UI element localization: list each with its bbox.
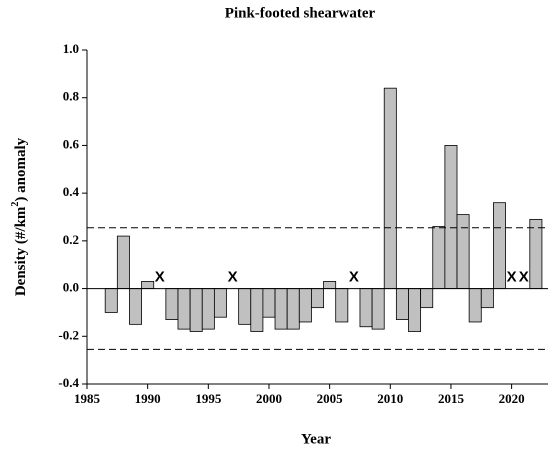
bar [529,218,543,289]
y-tick-label: -0.2 [58,327,79,342]
bar [480,288,494,309]
missing-marker: X [228,269,238,286]
missing-marker: X [155,269,165,286]
x-tick-label: 2010 [377,391,403,406]
bar [189,288,203,332]
bar [250,288,264,332]
x-tick-label: 2005 [317,391,344,406]
x-tick-label: 1995 [195,391,222,406]
x-tick-label: 2000 [256,391,282,406]
chart-title: Pink-footed shearwater [225,5,376,21]
bar [116,235,130,289]
bar [104,288,118,313]
missing-marker: X [519,269,529,286]
bar [323,281,337,289]
bar [371,288,385,330]
bar [286,288,300,330]
y-tick-label: -0.4 [58,375,79,390]
bar [311,288,324,309]
bar [201,288,215,330]
bar [298,288,312,323]
bar [213,288,227,318]
bar [420,288,434,309]
bar [335,288,349,323]
y-tick-label: 0.4 [63,184,80,199]
y-tick-label: 1.0 [63,41,79,56]
x-axis-label: Year [301,431,331,447]
bar [444,145,458,289]
bar [456,214,470,289]
y-tick-label: 0.2 [63,232,79,247]
bar [262,288,276,318]
y-tick-label: 0.8 [63,89,80,104]
x-tick-label: 2020 [499,391,525,406]
y-label-part: ) anomaly [13,137,29,201]
bar [141,281,155,289]
missing-marker: X [349,269,359,286]
y-axis-label: Density (#/km2) anomaly [10,137,29,296]
bar [177,288,191,330]
x-tick-label: 2015 [438,391,465,406]
bar [129,288,142,325]
bar [383,87,397,289]
bar [408,288,422,332]
bar [468,288,482,323]
y-label-sup: 2 [10,202,21,207]
y-tick-label: 0.6 [63,136,80,151]
bar [165,288,179,320]
bar [238,288,252,325]
bar [395,288,409,320]
bar [359,288,373,328]
x-tick-label: 1990 [135,391,161,406]
bar [274,288,288,330]
y-label-part: Density (#/km [13,206,29,296]
bar [432,226,446,289]
bar [493,202,506,289]
x-tick-label: 1985 [74,391,101,406]
y-tick-label: 0.0 [63,280,79,295]
missing-marker: X [507,269,517,286]
